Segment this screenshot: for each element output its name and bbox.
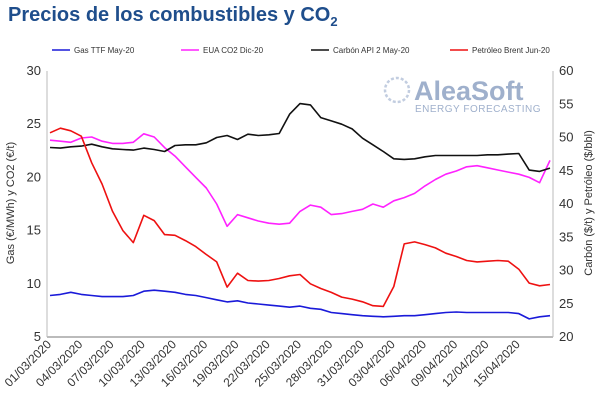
y-right-tick-label: 25: [559, 296, 573, 311]
y-left-tick-label: 10: [27, 276, 41, 291]
series-line-3: [49, 127, 551, 308]
y-right-tick-label: 20: [559, 329, 573, 344]
legend-entry-3: Petróleo Brent Jun-20: [472, 46, 550, 55]
chart-title-subscript: 2: [330, 14, 338, 29]
legend: Gas TTF May-20 EUA CO2 Dic-20 Carbón API 2…: [52, 46, 550, 55]
y-left-tick-label: 25: [27, 116, 41, 131]
y-axis-right-label: Carbón ($/t) y Petróleo ($/bbl): [583, 130, 595, 276]
logo-name: AleaSoft: [414, 76, 524, 106]
y-right-tick-label: 45: [559, 163, 573, 178]
legend-entry-0: Gas TTF May-20: [74, 46, 135, 55]
y-right-tick-label: 40: [559, 196, 573, 211]
y-right-tick-label: 55: [559, 96, 573, 111]
y-left-tick-label: 30: [27, 63, 41, 78]
y-right-tick-label: 60: [559, 63, 573, 78]
legend-entry-2: Carbón API 2 May-20: [333, 46, 410, 55]
chart-title: Precios de los combustibles y CO2: [8, 4, 338, 29]
logo-mark-icon: [383, 76, 411, 104]
y-right-tick-label: 35: [559, 229, 573, 244]
y-left-tick-label: 5: [34, 329, 41, 344]
chart-title-main: Precios de los combustibles y CO: [8, 4, 331, 26]
y-left-tick-label: 15: [27, 223, 41, 238]
series-line-2: [49, 102, 551, 173]
y-left-tick-label: 20: [27, 169, 41, 184]
y-axis-left-label: Gas (€/MWh) y CO2 (€/t): [5, 142, 17, 264]
logo-tagline: ENERGY FORECASTING: [415, 104, 541, 115]
y-right-tick-label: 30: [559, 263, 573, 278]
series-line-0: [49, 289, 551, 320]
legend-entry-1: EUA CO2 Dic-20: [203, 46, 264, 55]
plot-area: [49, 102, 551, 320]
y-right-tick-label: 50: [559, 130, 573, 145]
series-line-1: [49, 133, 551, 228]
